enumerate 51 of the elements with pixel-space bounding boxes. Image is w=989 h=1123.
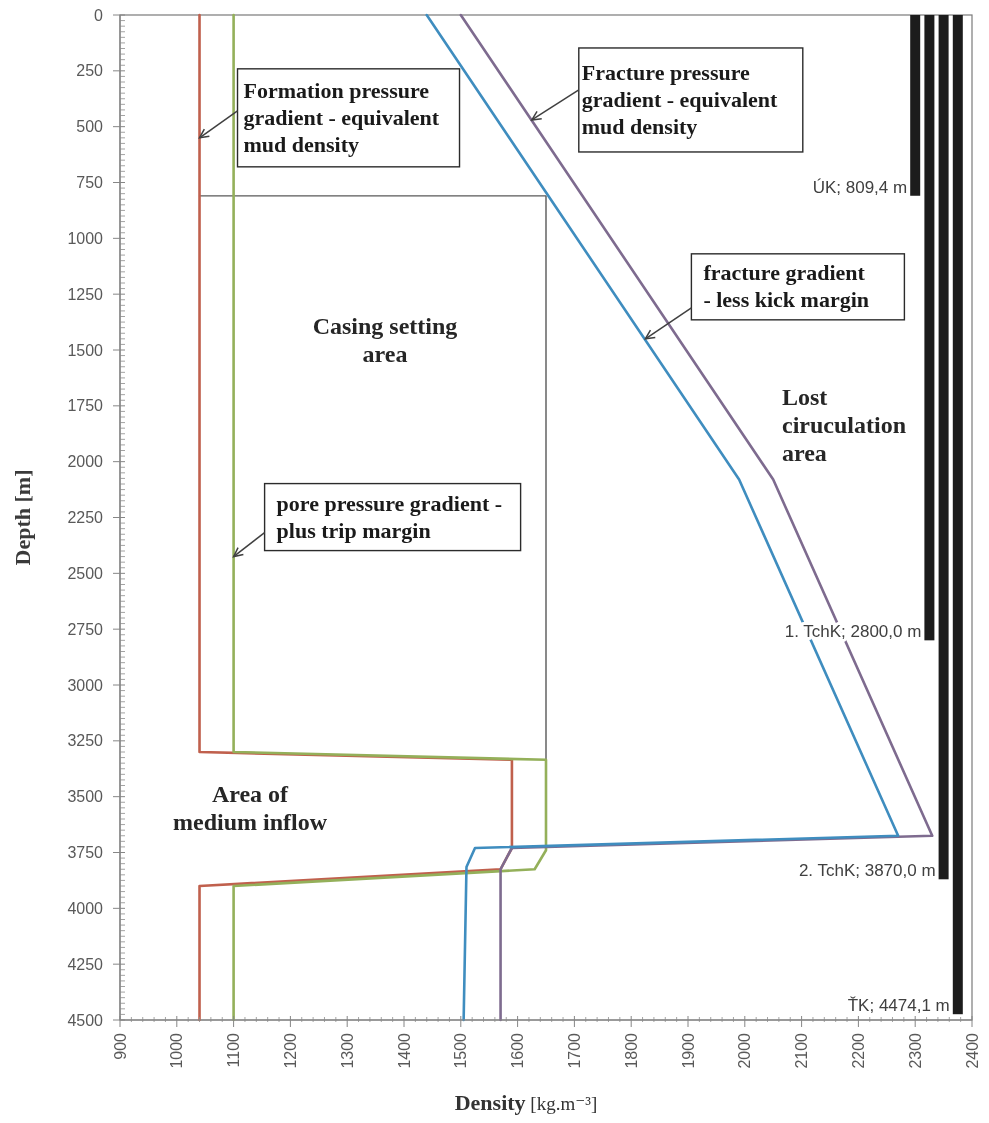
bar	[910, 15, 921, 196]
x-tick-label: 1500	[452, 1032, 470, 1069]
x-tick-label: 1000	[168, 1032, 186, 1069]
y-tick-label: 3750	[67, 844, 104, 862]
bar	[952, 15, 963, 1015]
y-tick-label: 3000	[67, 676, 104, 694]
y-tick-label: 1000	[67, 229, 104, 247]
annotation: Lost ciruculation area	[782, 384, 906, 466]
y-tick-label: 500	[76, 118, 104, 136]
x-tick-label: 2400	[963, 1032, 981, 1069]
y-tick-label: 1750	[67, 397, 104, 415]
annotation: 2. TchK; 3870,0 m	[798, 861, 936, 881]
annotation: ŤK; 4474,1 m	[847, 996, 950, 1016]
x-tick-label: 2100	[793, 1032, 811, 1069]
x-tick-label: 2300	[906, 1032, 924, 1069]
y-tick-label: 1500	[67, 341, 104, 359]
annotation: Casing setting area	[312, 313, 458, 367]
bar	[924, 15, 935, 641]
y-tick-label: 2000	[67, 453, 104, 471]
x-axis-title: Density [kg.m⁻³]	[454, 1090, 598, 1115]
annotation: ÚK; 809,4 m	[812, 177, 908, 197]
x-tick-label: 1100	[225, 1032, 243, 1068]
y-tick-label: 750	[76, 174, 104, 192]
x-tick-label: 2000	[736, 1032, 754, 1069]
x-tick-label: 1700	[566, 1032, 583, 1069]
x-tick-label: 1200	[282, 1032, 299, 1069]
x-tick-label: 2200	[850, 1032, 867, 1069]
x-tick-label: 1400	[395, 1032, 413, 1069]
y-tick-label: 4500	[67, 1011, 104, 1029]
annotation: Fracture pressure gradient - equivalent mud density	[581, 59, 779, 139]
x-tick-label: 1900	[679, 1032, 697, 1069]
x-tick-label: 1300	[338, 1032, 356, 1069]
y-tick-label: 250	[76, 62, 104, 80]
y-tick-label: 4250	[67, 955, 104, 973]
x-tick-label: 900	[111, 1032, 129, 1060]
y-tick-label: 2250	[67, 509, 104, 527]
y-tick-label: 0	[94, 6, 104, 24]
bar	[938, 15, 949, 880]
y-tick-label: 2500	[67, 564, 104, 582]
y-tick-label: 4000	[67, 899, 104, 917]
annotation: pore pressure gradient - plus trip margin	[276, 490, 503, 543]
annotation: fracture gradient - less kick margin	[703, 260, 870, 313]
y-tick-label: 2750	[67, 620, 104, 638]
x-tick-label: 1600	[509, 1032, 527, 1069]
y-tick-label: 1250	[67, 285, 104, 303]
y-tick-label: 3250	[67, 732, 104, 750]
x-tick-label: 1800	[622, 1032, 640, 1069]
y-tick-label: 3500	[67, 788, 104, 806]
annotation: Area of medium inflow	[172, 781, 328, 835]
y-axis-title: Depth [m]	[10, 469, 35, 566]
annotation: Formation pressure gradient - equivalent mud density	[243, 77, 440, 157]
